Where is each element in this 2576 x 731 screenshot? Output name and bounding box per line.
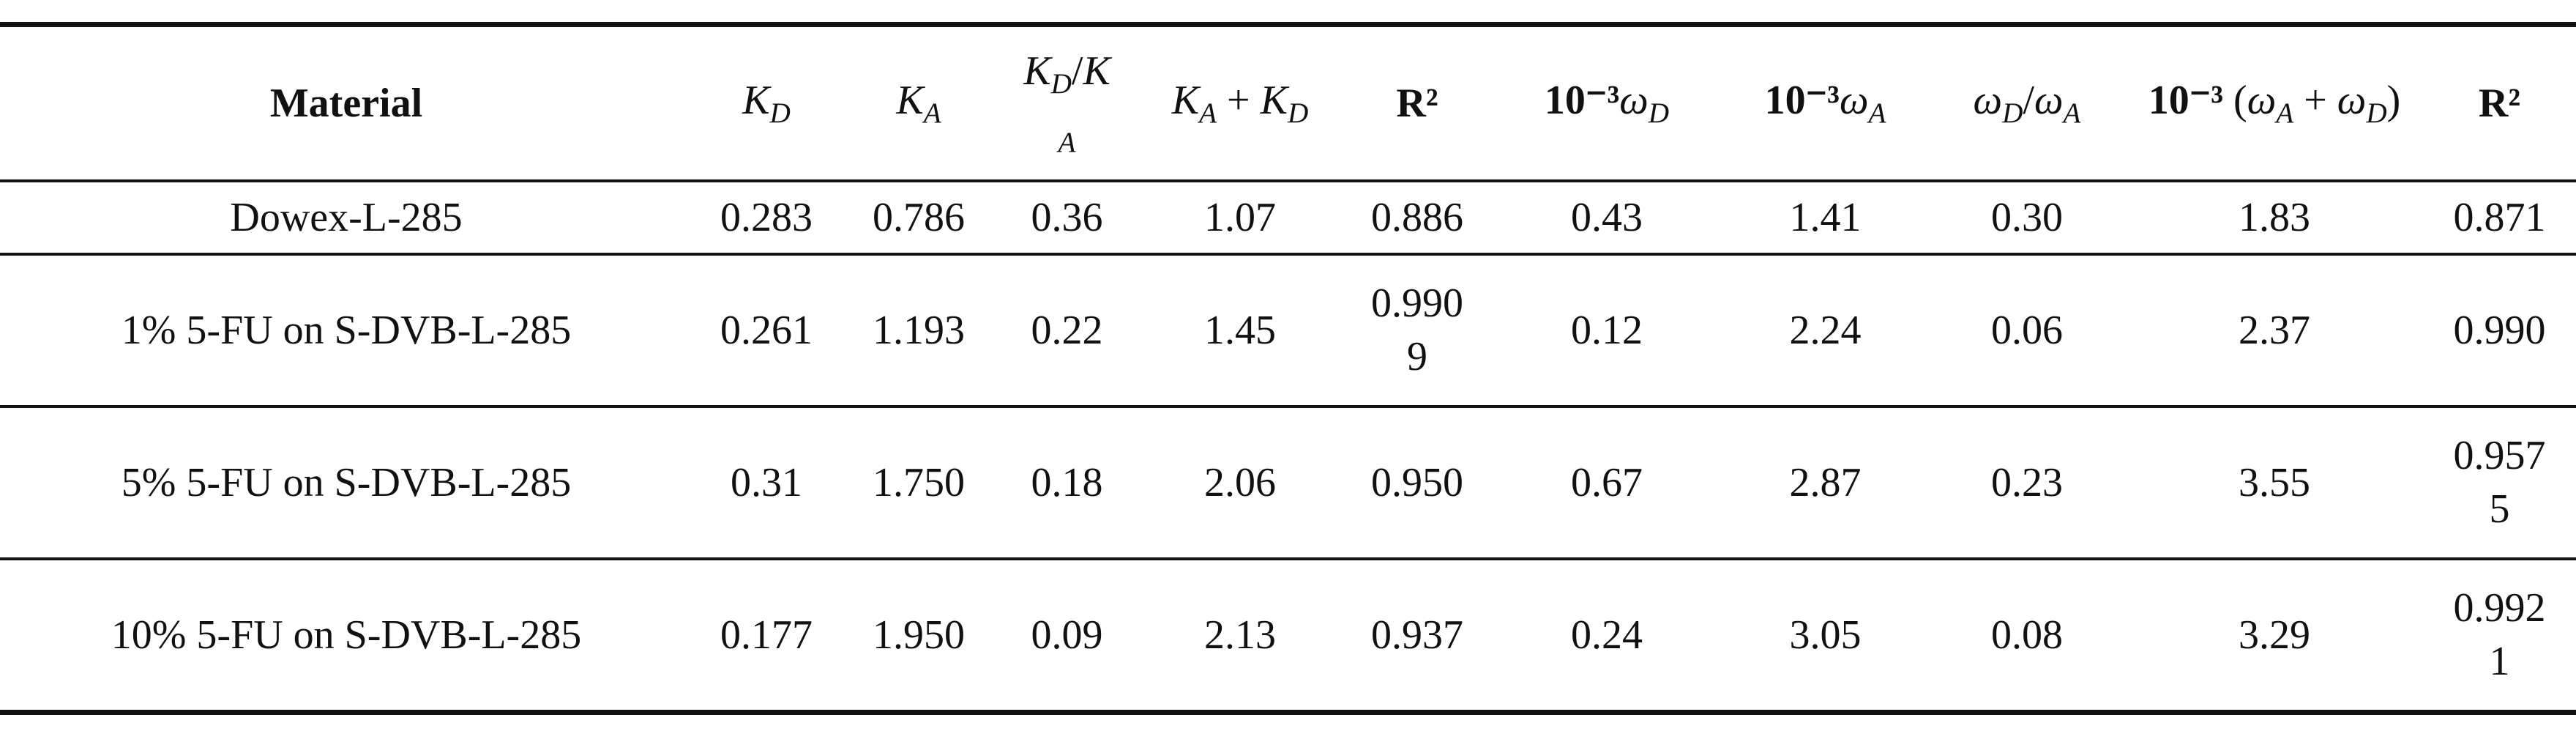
value-cell: 1.41 [1722, 181, 1928, 256]
value-cell: 0.950 [1343, 407, 1491, 560]
header-text: K [742, 77, 770, 123]
value-cell: 0.24 [1491, 559, 1722, 715]
header-cell: KA + KD [1137, 22, 1343, 182]
header-text: 10⁻³ [2148, 77, 2224, 123]
header-text: D [2366, 97, 2387, 130]
header-text: A [923, 97, 941, 130]
header-cell: KD/KA [997, 22, 1137, 182]
value-cell: 2.13 [1137, 559, 1343, 715]
header-text: 10⁻³ [1544, 77, 1620, 123]
material-cell: 1% 5-FU on S-DVB-L-285 [0, 254, 692, 408]
header-text: ( [2223, 77, 2247, 123]
value-cell: 3.05 [1722, 559, 1928, 715]
data-table: Material KD KA KD/KA KA + KD R² 10⁻³ωD 10⁻³ωA ωD… [0, 22, 2576, 715]
header-text: D [1648, 97, 1670, 130]
header-text: A [1058, 127, 1076, 159]
header-text: / [1071, 48, 1083, 94]
header-text: A [2276, 97, 2294, 130]
header-text: K [1023, 48, 1051, 94]
header-text: ω [2034, 77, 2064, 123]
header-text: D [769, 97, 791, 130]
header-text: K [1171, 77, 1200, 123]
header-text: Material [269, 80, 423, 126]
value-cell: 0.9575 [2423, 407, 2576, 560]
material-cell: 10% 5-FU on S-DVB-L-285 [0, 559, 692, 715]
value-cell: 0.36 [997, 181, 1137, 256]
header-text: A [1199, 97, 1217, 130]
header-text: D [1287, 97, 1309, 130]
value-cell: 2.37 [2126, 254, 2423, 408]
header-text: 10⁻³ [1764, 77, 1840, 123]
header-cell: Material [0, 22, 692, 182]
header-text: A [2063, 97, 2081, 130]
value-cell: 0.12 [1491, 254, 1722, 408]
header-cell: 10⁻³ωD [1491, 22, 1722, 182]
value-cell: 0.30 [1928, 181, 2126, 256]
value-cell: 3.29 [2126, 559, 2423, 715]
value-cell: 0.43 [1491, 181, 1722, 256]
value-cell: 1.193 [840, 254, 997, 408]
value-cell: 0.22 [997, 254, 1137, 408]
table-row: 5% 5-FU on S-DVB-L-285 0.31 1.750 0.18 2.06 0… [0, 407, 2576, 560]
value-cell: 0.871 [2423, 181, 2576, 256]
header-cell: 10⁻³ (ωA + ωD) [2126, 22, 2423, 182]
value-cell: 2.87 [1722, 407, 1928, 560]
value-cell: 0.177 [692, 559, 840, 715]
value-cell: 1.750 [840, 407, 997, 560]
header-text: ) [2386, 77, 2401, 123]
value-cell: 0.937 [1343, 559, 1491, 715]
value-cell: 0.31 [692, 407, 840, 560]
header-text: + [2293, 77, 2337, 123]
value-cell: 0.23 [1928, 407, 2126, 560]
header-text: ω [1619, 77, 1649, 123]
value-cell: 0.786 [840, 181, 997, 256]
table-body: Dowex-L-285 0.283 0.786 0.36 1.07 0.886 0.43 1.… [0, 181, 2576, 715]
header-text: A [1868, 97, 1886, 130]
value-cell: 0.886 [1343, 181, 1491, 256]
value-cell: 0.9909 [1343, 254, 1491, 408]
value-cell: 0.08 [1928, 559, 2126, 715]
value-cell: 0.18 [997, 407, 1137, 560]
material-cell: 5% 5-FU on S-DVB-L-285 [0, 407, 692, 560]
header-cell: KA [840, 22, 997, 182]
value-cell: 0.67 [1491, 407, 1722, 560]
table-row: 1% 5-FU on S-DVB-L-285 0.261 1.193 0.22 1.45… [0, 254, 2576, 408]
header-text: K [896, 77, 924, 123]
value-cell: 1.83 [2126, 181, 2423, 256]
value-cell: 0.261 [692, 254, 840, 408]
header-text: R² [1396, 80, 1438, 126]
table-row: Dowex-L-285 0.283 0.786 0.36 1.07 0.886 0.43 1.… [0, 181, 2576, 256]
header-text: K [1083, 48, 1110, 94]
header-cell: R² [2423, 22, 2576, 182]
value-cell: 2.06 [1137, 407, 1343, 560]
value-cell: 0.9921 [2423, 559, 2576, 715]
value-cell: 1.45 [1137, 254, 1343, 408]
header-cell: KD [692, 22, 840, 182]
value-cell: 0.990 [2423, 254, 2576, 408]
value-cell: 0.06 [1928, 254, 2126, 408]
header-cell: ωD/ωA [1928, 22, 2126, 182]
header-cell: 10⁻³ωA [1722, 22, 1928, 182]
table-row: 10% 5-FU on S-DVB-L-285 0.177 1.950 0.09 2.1… [0, 559, 2576, 715]
header-text: ω [2337, 77, 2367, 123]
header-text: D [2002, 97, 2023, 130]
value-cell: 3.55 [2126, 407, 2423, 560]
value-cell: 1.950 [840, 559, 997, 715]
header-text: R² [2478, 80, 2521, 126]
material-cell: Dowex-L-285 [0, 181, 692, 256]
header-text: / [2023, 77, 2034, 123]
header-text: ω [1839, 77, 1869, 123]
value-cell: 1.07 [1137, 181, 1343, 256]
header-text: K [1260, 77, 1288, 123]
header-cell: R² [1343, 22, 1491, 182]
header-text: ω [1973, 77, 2003, 123]
value-cell: 0.283 [692, 181, 840, 256]
value-cell: 2.24 [1722, 254, 1928, 408]
header-row: Material KD KA KD/KA KA + KD R² 10⁻³ωD 10⁻³ωA ωD… [0, 22, 2576, 182]
header-text: ω [2247, 77, 2277, 123]
header-text: + [1217, 77, 1261, 123]
header-text: D [1050, 68, 1072, 100]
value-cell: 0.09 [997, 559, 1137, 715]
